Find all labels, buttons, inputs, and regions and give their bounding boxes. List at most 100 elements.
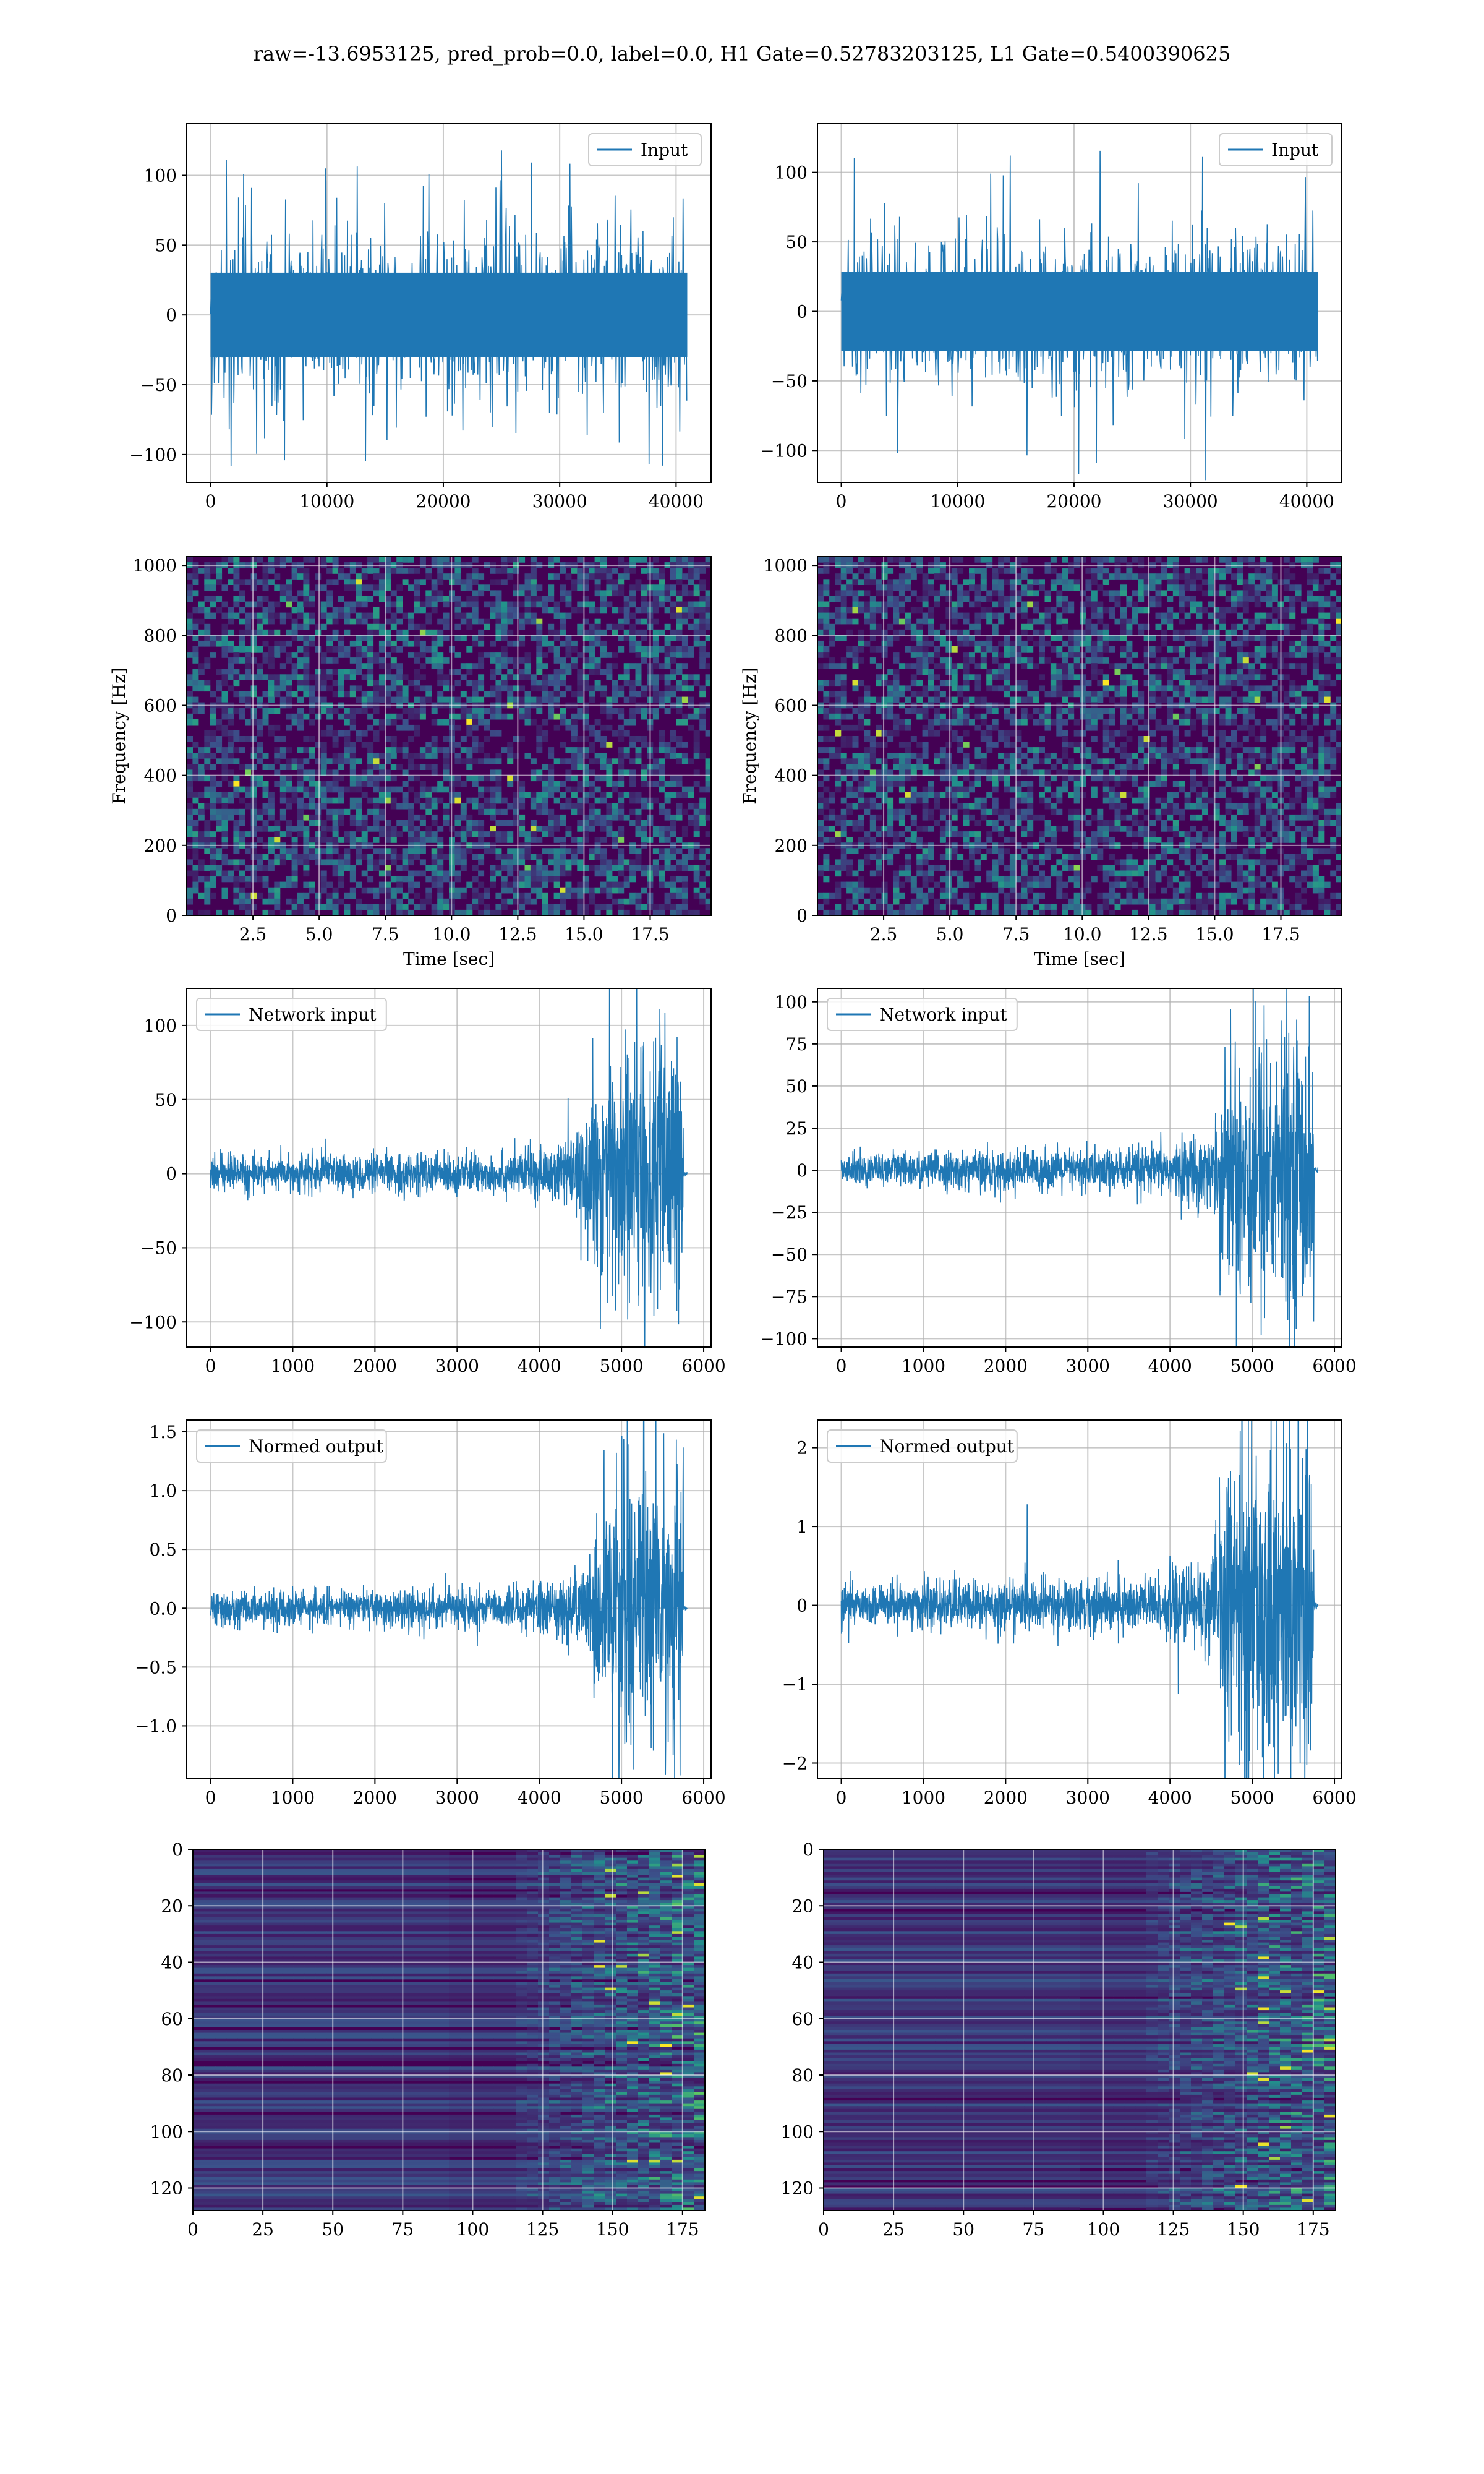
spectrogram-cell (396, 786, 403, 793)
spectrogram-cell (460, 708, 467, 714)
spectrogram-cell (309, 803, 315, 810)
spectrogram-cell (524, 696, 531, 703)
spectrogram-cell (396, 747, 403, 753)
spectrogram-cell (893, 719, 900, 726)
spectrogram-cell (519, 713, 526, 720)
spectrogram-cell (998, 590, 1005, 597)
spectrogram-cell (577, 848, 584, 854)
spectrogram-cell (198, 831, 205, 837)
spectrogram-cell (1039, 646, 1045, 653)
spectrogram-cell (268, 808, 275, 815)
spectrogram-cell (1091, 724, 1098, 731)
spectrogram-cell (192, 870, 199, 877)
spectrogram-cell (513, 909, 519, 915)
spectrogram-cell (320, 674, 327, 680)
spectrogram-cell (1179, 669, 1185, 675)
spectrogram-cell (419, 781, 426, 787)
spectrogram-cell (618, 607, 625, 614)
spectrogram-cell (378, 826, 385, 832)
spectrogram-cell (378, 629, 385, 636)
spectrogram-cell (490, 881, 496, 888)
spectrogram-cell (309, 781, 315, 787)
spectrogram-cell (478, 584, 485, 591)
spectrogram-cell (582, 680, 589, 687)
spectrogram-cell (536, 892, 543, 899)
spectrogram-cell (945, 669, 952, 675)
y-tick-label: 0 (166, 305, 177, 325)
spectrogram-cell (1056, 685, 1063, 692)
spectrogram-cell (1033, 579, 1039, 585)
spectrogram-cell (507, 859, 514, 866)
spectrogram-cell (1301, 696, 1307, 703)
spectrogram-cell (986, 680, 993, 687)
spectrogram-cell (688, 568, 694, 574)
spectrogram-cell (1248, 674, 1255, 680)
spectrogram-cell (969, 719, 975, 726)
spectrogram-cell (887, 579, 894, 585)
spectrogram-cell (553, 669, 560, 675)
spectrogram-cell (187, 831, 193, 837)
spectrogram-cell (408, 724, 414, 731)
spectrogram-cell (693, 713, 700, 720)
spectrogram-cell (1213, 685, 1220, 692)
spectrogram-cell (589, 781, 595, 787)
spectrogram-cell (204, 742, 211, 748)
spectrogram-cell (233, 730, 240, 737)
spectrogram-cell (233, 646, 240, 653)
spectrogram-cell (1050, 568, 1057, 574)
spectrogram-cell (905, 719, 911, 726)
spectrogram-cell (571, 657, 578, 664)
spectrogram-cell (454, 848, 461, 854)
spectrogram-cell (998, 596, 1005, 602)
spectrogram-cell (1283, 629, 1290, 636)
spectrogram-cell (548, 607, 555, 614)
spectrogram-cell (490, 808, 496, 815)
spectrogram-cell (402, 640, 409, 647)
spectrogram-cell (233, 652, 240, 658)
spectrogram-cell (928, 696, 934, 703)
spectrogram-cell (693, 623, 700, 630)
spectrogram-cell (443, 808, 450, 815)
spectrogram-cell (1289, 596, 1296, 602)
spectrogram-cell (629, 719, 636, 726)
spectrogram-cell (507, 781, 514, 787)
spectrogram-cell (198, 892, 205, 899)
spectrogram-cell (1254, 590, 1261, 597)
spectrogram-cell (1266, 646, 1273, 653)
spectrogram-cell (548, 848, 555, 854)
spectrogram-cell (390, 742, 397, 748)
spectrogram-cell (1039, 579, 1045, 585)
spectrogram-cell (437, 870, 444, 877)
spectrogram-cell (577, 691, 584, 698)
spectrogram-cell (1109, 612, 1115, 619)
spectrogram-cell (338, 764, 344, 770)
spectrogram-cell (425, 601, 432, 608)
spectrogram-cell (344, 674, 351, 680)
spectrogram-cell (454, 892, 461, 899)
spectrogram-cell (992, 573, 999, 580)
spectrogram-cell (408, 820, 414, 826)
spectrogram-cell (693, 629, 700, 636)
spectrogram-cell (303, 881, 310, 888)
spectrogram-cell (513, 859, 519, 866)
spectrogram-cell (1271, 584, 1278, 591)
spectrogram-cell (910, 646, 917, 653)
spectrogram-cell (600, 854, 607, 860)
spectrogram-cell (216, 685, 223, 692)
spectrogram-cell (291, 865, 298, 871)
spectrogram-cell (542, 876, 548, 883)
spectrogram-cell (332, 579, 339, 585)
spectrogram-cell (484, 887, 490, 894)
spectrogram-cell (992, 652, 999, 658)
spectrogram-cell (367, 669, 374, 675)
spectrogram-cell (876, 584, 882, 591)
spectrogram-cell (216, 848, 223, 854)
spectrogram-cell (1318, 618, 1325, 625)
spectrogram-cell (1056, 708, 1063, 714)
spectrogram-cell (309, 797, 315, 804)
spectrogram-cell (676, 607, 683, 614)
spectrogram-cell (1196, 601, 1203, 608)
spectrogram-cell (192, 769, 199, 776)
spectrogram-cell (934, 713, 940, 720)
spectrogram-cell (425, 764, 432, 770)
